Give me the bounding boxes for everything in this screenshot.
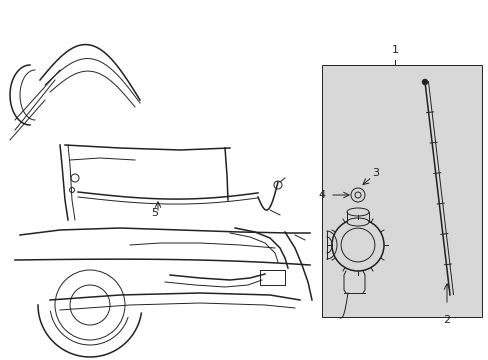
- Circle shape: [422, 80, 427, 85]
- Bar: [321, 65, 481, 317]
- Text: 4: 4: [318, 190, 325, 200]
- Text: 5: 5: [151, 208, 158, 218]
- Text: 1: 1: [391, 45, 398, 55]
- Ellipse shape: [346, 218, 368, 226]
- Text: 3: 3: [372, 168, 379, 178]
- Text: 2: 2: [443, 315, 449, 325]
